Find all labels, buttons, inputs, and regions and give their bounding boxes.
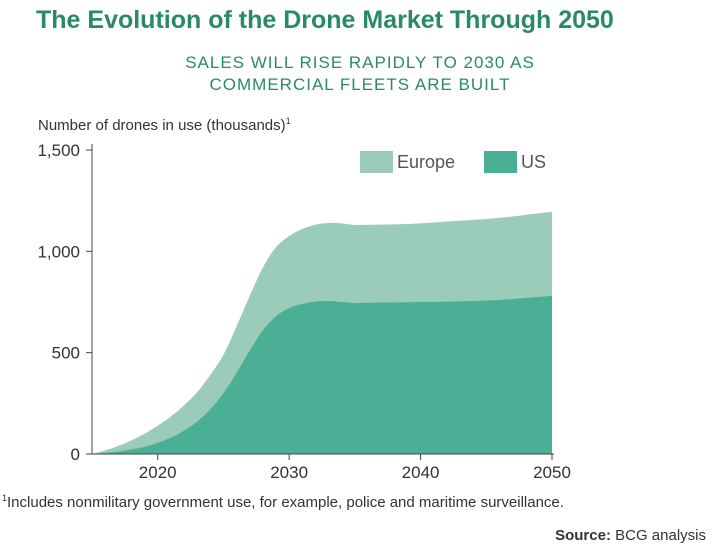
footnote-text: Includes nonmilitary government use, for… [7,494,564,511]
area-series-us [92,295,552,454]
x-tick-label: 2040 [402,463,440,482]
x-tick-label: 2050 [533,463,571,482]
x-tick-label: 2020 [139,463,177,482]
chart-subtitle: SALES WILL RISE RAPIDLY TO 2030 AS COMME… [0,52,720,96]
legend-swatch-europe [360,151,393,173]
source-text: BCG analysis [610,527,706,544]
subtitle-line-1: SALES WILL RISE RAPIDLY TO 2030 AS [185,53,535,72]
y-tick-label: 500 [52,344,80,363]
x-tick-label: 2030 [270,463,308,482]
y-tick-label: 1,500 [37,141,80,160]
chart-axes: 0 500 1,000 1,500 2020 2030 2040 2050 [37,141,570,482]
y-axis-label-text: Number of drones in use (thousands) [38,117,286,134]
y-tick-label: 0 [71,445,80,464]
footnote-marker: 1 [2,493,8,503]
subtitle-line-2: COMMERCIAL FLEETS ARE BUILT [209,75,511,94]
legend-label-europe: Europe [397,152,455,172]
legend-swatch-us [484,151,517,173]
chart-legend: Europe US [360,151,546,173]
y-axis-label-footnote-marker: 1 [285,116,291,126]
source-note: Source: BCG analysis [555,527,706,544]
y-axis-label: Number of drones in use (thousands)1 [38,116,291,134]
source-label: Source: [555,527,611,544]
footnote: 1Includes nonmilitary government use, fo… [2,493,564,511]
chart-areas [92,211,552,454]
y-tick-label: 1,000 [37,242,80,261]
legend-label-us: US [521,152,546,172]
chart-title: The Evolution of the Drone Market Throug… [36,6,614,34]
